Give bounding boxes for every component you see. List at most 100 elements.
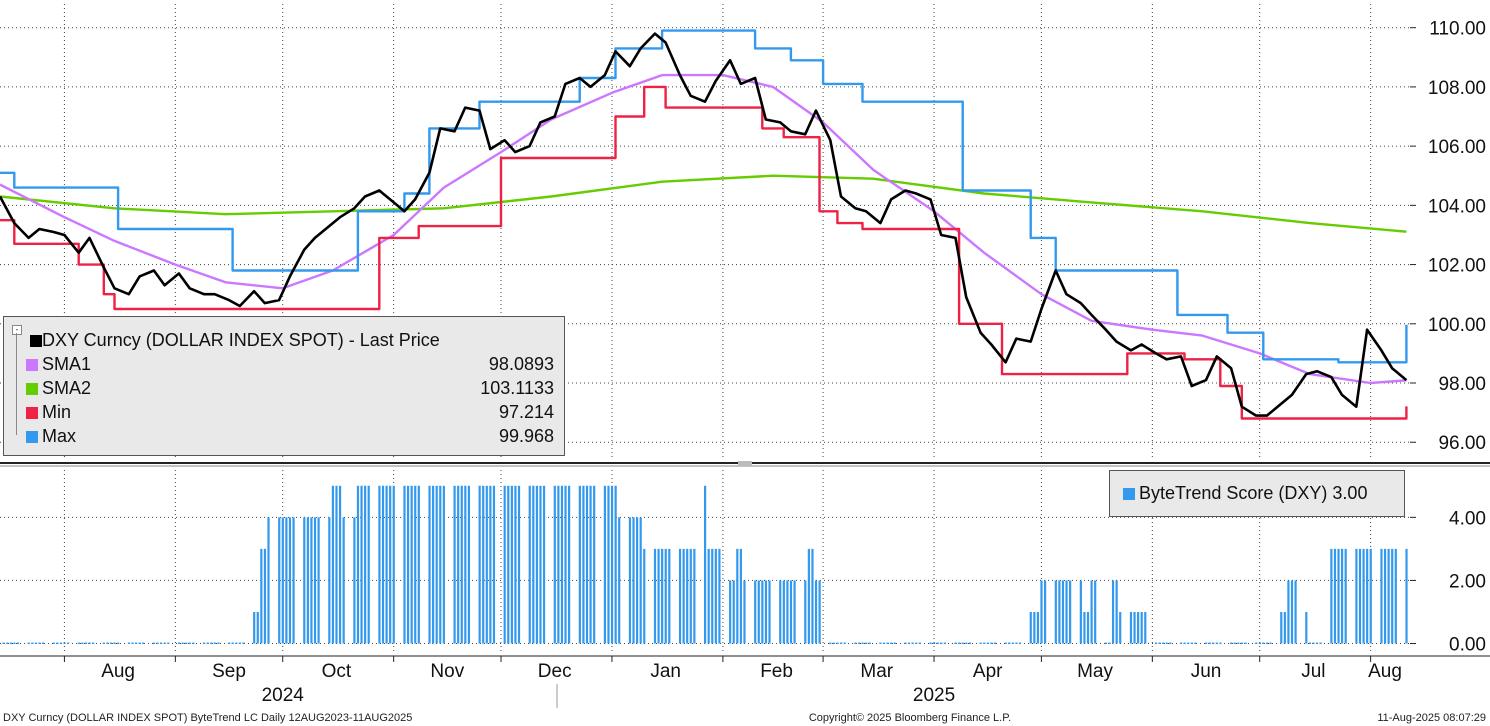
score-bar-zero (113, 642, 116, 645)
legend-collapse-toggle[interactable]: - (12, 325, 22, 335)
score-bar-zero (1162, 642, 1165, 645)
score-bar-zero (979, 642, 982, 645)
score-bar (782, 580, 785, 644)
legend-swatch-bytetrend (1123, 488, 1135, 500)
score-bar (718, 548, 721, 644)
score-bar (1029, 611, 1032, 644)
score-bar-zero (961, 642, 964, 645)
score-bar (714, 548, 717, 644)
score-bar-zero (92, 642, 95, 645)
score-bar (1140, 611, 1143, 644)
score-bar-zero (13, 642, 16, 645)
score-bar (403, 485, 406, 644)
legend-row-sma1[interactable]: SMA1 98.0893 (4, 353, 564, 377)
footer-timestamp: 11-Aug-2025 08:07:29 (1377, 712, 1486, 724)
score-bar (364, 485, 367, 644)
score-bar-zero (1319, 642, 1322, 645)
score-bar (593, 485, 596, 644)
score-bar (1358, 548, 1362, 644)
score-bar (693, 548, 696, 644)
score-bar (414, 485, 417, 644)
year-label: 2024 (262, 685, 305, 706)
score-bar (1111, 580, 1115, 644)
score-bar-zero (854, 642, 857, 645)
score-bar (568, 485, 571, 644)
legend-row-sma2[interactable]: SMA2 103.1133 (4, 377, 564, 401)
score-bar (503, 485, 506, 644)
score-bar-zero (1262, 642, 1265, 645)
legend-swatch-sma1 (26, 359, 38, 371)
score-bar-zero (1237, 642, 1240, 645)
legend-row-max[interactable]: Max 99.968 (4, 425, 564, 449)
score-bar (1036, 611, 1040, 644)
score-bar (453, 485, 456, 644)
score-bar (389, 485, 392, 644)
score-bar (711, 548, 714, 644)
legend-row-min[interactable]: Min 97.214 (4, 401, 564, 425)
score-bar-zero (167, 642, 170, 645)
score-bar (1069, 580, 1072, 644)
score-bar-zero (188, 642, 191, 645)
score-bar (1355, 548, 1358, 644)
legend-value-sma2: 103.1133 (480, 378, 554, 398)
panel-resize-handle[interactable] (738, 461, 752, 466)
score-bar-zero (882, 642, 886, 645)
score-bar (338, 485, 342, 644)
score-bar-zero (936, 642, 939, 645)
legend-swatch-min (26, 407, 38, 419)
score-bar (317, 517, 320, 644)
price-legend[interactable]: - DXY Curncy (DOLLAR INDEX SPOT) - Last … (3, 316, 565, 456)
score-bar-zero (152, 642, 156, 645)
score-bar-zero (81, 642, 84, 645)
score-bar-zero (238, 642, 241, 645)
score-legend[interactable]: ByteTrend Score (DXY) 3.00 (1109, 470, 1405, 517)
legend-label-sma2: SMA2 (42, 378, 92, 398)
score-bar-zero (1312, 642, 1315, 645)
score-bar-zero (66, 642, 70, 645)
score-bar-zero (27, 642, 30, 645)
score-bar (732, 580, 735, 644)
score-bar-zero (843, 642, 846, 645)
legend-swatch-max (26, 431, 38, 443)
score-bar (793, 580, 796, 644)
legend-label-bytetrend: ByteTrend Score (DXY) 3.00 (1139, 483, 1367, 504)
score-bar (489, 485, 492, 644)
score-bar-zero (1154, 642, 1158, 645)
legend-value-max: 99.968 (498, 426, 554, 446)
score-bar-zero (1108, 642, 1111, 645)
score-bar-zero (986, 642, 989, 645)
score-bar (313, 517, 317, 644)
month-label: Aug (101, 661, 135, 682)
score-bar (729, 580, 732, 644)
score-bar (1391, 548, 1394, 644)
score-bar (507, 485, 510, 644)
score-bar (1129, 611, 1133, 644)
score-bar-zero (127, 642, 131, 645)
legend-label-bytetrend-name: ByteTrend Score (DXY) (1139, 483, 1328, 503)
score-bar (360, 485, 363, 644)
score-bar (303, 517, 306, 644)
x-axis: Aug Sep Oct Nov Dec Jan Feb Mar Apr May Jun Jul Aug 2… (63, 656, 1402, 706)
score-bar-zero (904, 642, 907, 645)
legend-label-last-price: DXY Curncy (DOLLAR INDEX SPOT) - Last Pr… (42, 330, 440, 350)
score-bar (664, 548, 667, 644)
score-bar-zero (34, 642, 37, 645)
score-bar (811, 548, 814, 644)
score-bar (528, 485, 531, 644)
legend-row-last-price[interactable]: DXY Curncy (DOLLAR INDEX SPOT) - Last Pr… (4, 329, 564, 353)
score-bar (807, 548, 810, 644)
score-bar (704, 485, 707, 644)
score-bar-zero (1183, 642, 1186, 645)
score-bar (643, 548, 646, 644)
score-bar-zero (142, 642, 145, 645)
score-bar (381, 485, 385, 644)
score-bar-zero (943, 642, 946, 645)
score-bar-zero (868, 642, 871, 645)
score-bar (435, 485, 438, 644)
score-bar (467, 485, 471, 644)
score-bar (392, 485, 395, 644)
score-bar-zero (56, 642, 59, 645)
score-bar-zero (77, 642, 80, 645)
score-bar (1133, 611, 1136, 644)
score-bar-zero (131, 642, 134, 645)
